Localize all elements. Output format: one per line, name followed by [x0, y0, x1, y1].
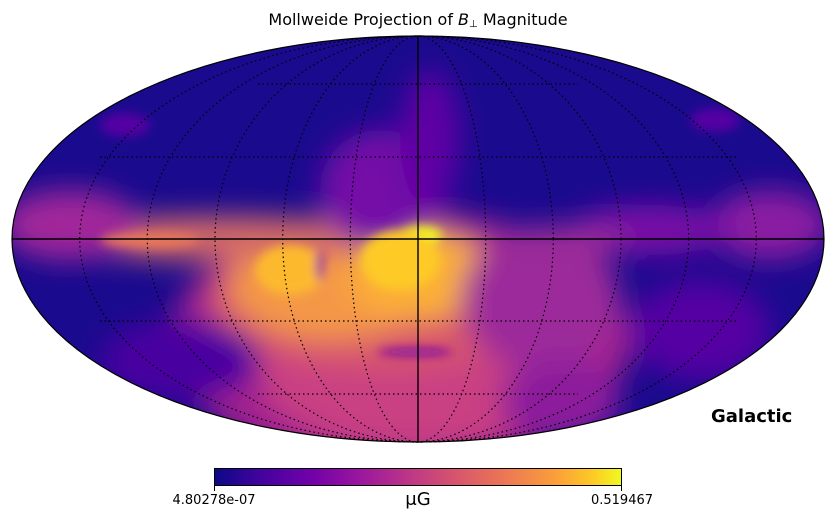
coordinate-system-label: Galactic	[711, 406, 793, 427]
colorbar-min-label: 4.80278e-07	[172, 493, 256, 508]
colorbar-min-tick	[214, 486, 215, 491]
map-title: Mollweide Projection of B⊥ Magnitude	[268, 10, 568, 30]
axes-lines	[12, 36, 824, 442]
mollweide-map	[11, 35, 825, 443]
colorbar-unit-label: μG	[405, 489, 431, 510]
colorbar	[214, 468, 622, 486]
colorbar-max-tick	[621, 486, 622, 491]
colorbar-max-label: 0.519467	[590, 493, 654, 508]
map-border	[11, 35, 825, 443]
